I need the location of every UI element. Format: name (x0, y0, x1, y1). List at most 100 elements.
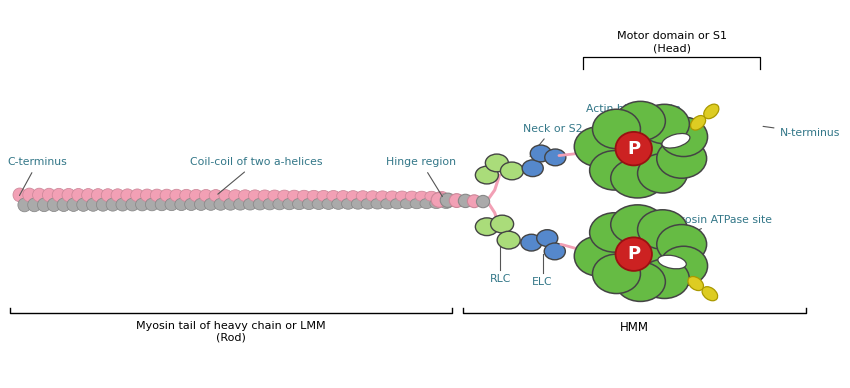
Ellipse shape (332, 198, 345, 210)
Ellipse shape (420, 199, 434, 209)
Ellipse shape (234, 198, 246, 210)
Ellipse shape (660, 117, 707, 156)
Ellipse shape (657, 139, 706, 178)
Ellipse shape (200, 189, 212, 201)
Ellipse shape (688, 277, 704, 291)
Ellipse shape (18, 198, 31, 212)
Text: RLC: RLC (490, 274, 511, 284)
Ellipse shape (615, 262, 666, 301)
Ellipse shape (37, 198, 51, 212)
Ellipse shape (32, 188, 46, 202)
Ellipse shape (639, 104, 689, 144)
Ellipse shape (544, 243, 565, 260)
Ellipse shape (405, 191, 418, 201)
Ellipse shape (303, 198, 315, 210)
Ellipse shape (48, 198, 60, 211)
Ellipse shape (431, 192, 447, 207)
Ellipse shape (248, 190, 262, 201)
Ellipse shape (156, 198, 168, 211)
Ellipse shape (485, 154, 508, 172)
Text: Myosin ATPase site: Myosin ATPase site (669, 215, 772, 240)
Ellipse shape (195, 198, 207, 210)
Ellipse shape (307, 191, 320, 201)
Ellipse shape (287, 190, 301, 201)
Ellipse shape (390, 199, 404, 209)
Ellipse shape (430, 199, 443, 209)
Ellipse shape (475, 166, 498, 184)
Ellipse shape (160, 189, 173, 202)
Ellipse shape (610, 205, 665, 244)
Ellipse shape (326, 191, 340, 201)
Ellipse shape (298, 190, 310, 201)
Ellipse shape (106, 198, 119, 211)
Ellipse shape (440, 193, 456, 208)
Ellipse shape (522, 160, 543, 177)
Ellipse shape (150, 189, 163, 202)
Ellipse shape (278, 190, 291, 201)
Ellipse shape (96, 198, 110, 211)
Ellipse shape (610, 159, 665, 198)
Ellipse shape (292, 198, 306, 210)
Ellipse shape (258, 190, 271, 201)
Ellipse shape (219, 190, 232, 201)
Ellipse shape (121, 189, 134, 202)
Ellipse shape (376, 191, 389, 201)
Ellipse shape (13, 188, 26, 202)
Ellipse shape (381, 199, 394, 209)
Ellipse shape (702, 287, 717, 301)
Ellipse shape (497, 231, 520, 249)
Ellipse shape (72, 189, 85, 202)
Ellipse shape (657, 225, 706, 264)
Ellipse shape (140, 189, 154, 202)
Ellipse shape (477, 196, 490, 208)
Ellipse shape (658, 255, 686, 269)
Text: P: P (627, 140, 640, 158)
Ellipse shape (52, 188, 65, 202)
Ellipse shape (136, 198, 149, 211)
Ellipse shape (545, 149, 566, 166)
Ellipse shape (76, 198, 90, 211)
Ellipse shape (126, 198, 139, 211)
Ellipse shape (179, 189, 193, 201)
Text: N-terminus: N-terminus (763, 126, 840, 138)
Ellipse shape (317, 191, 331, 201)
Ellipse shape (400, 199, 414, 209)
Ellipse shape (530, 145, 552, 162)
Ellipse shape (450, 194, 464, 208)
Ellipse shape (351, 199, 365, 209)
Text: Neck or S2: Neck or S2 (523, 124, 582, 156)
Ellipse shape (639, 259, 689, 298)
Text: Hinge region: Hinge region (387, 158, 456, 197)
Ellipse shape (521, 234, 542, 251)
Ellipse shape (116, 198, 129, 211)
Ellipse shape (92, 189, 105, 202)
Text: C-terminus: C-terminus (8, 158, 67, 196)
Ellipse shape (356, 191, 370, 201)
Ellipse shape (101, 189, 115, 202)
Ellipse shape (704, 104, 719, 119)
Ellipse shape (347, 191, 360, 201)
Ellipse shape (371, 199, 384, 209)
Text: P: P (627, 245, 640, 263)
Ellipse shape (458, 194, 473, 208)
Ellipse shape (590, 120, 691, 177)
Ellipse shape (184, 198, 198, 211)
Ellipse shape (322, 198, 335, 210)
Ellipse shape (165, 198, 178, 211)
Ellipse shape (42, 188, 55, 202)
Ellipse shape (190, 189, 203, 201)
Ellipse shape (224, 198, 237, 210)
Ellipse shape (209, 190, 223, 201)
Ellipse shape (386, 191, 399, 201)
Ellipse shape (592, 254, 640, 294)
Ellipse shape (263, 198, 276, 210)
Ellipse shape (268, 190, 281, 201)
Ellipse shape (615, 101, 666, 141)
Ellipse shape (439, 199, 453, 208)
Ellipse shape (57, 198, 71, 211)
Ellipse shape (82, 189, 95, 202)
Ellipse shape (638, 210, 688, 249)
Ellipse shape (590, 225, 691, 283)
Ellipse shape (283, 198, 296, 210)
Ellipse shape (415, 191, 428, 201)
